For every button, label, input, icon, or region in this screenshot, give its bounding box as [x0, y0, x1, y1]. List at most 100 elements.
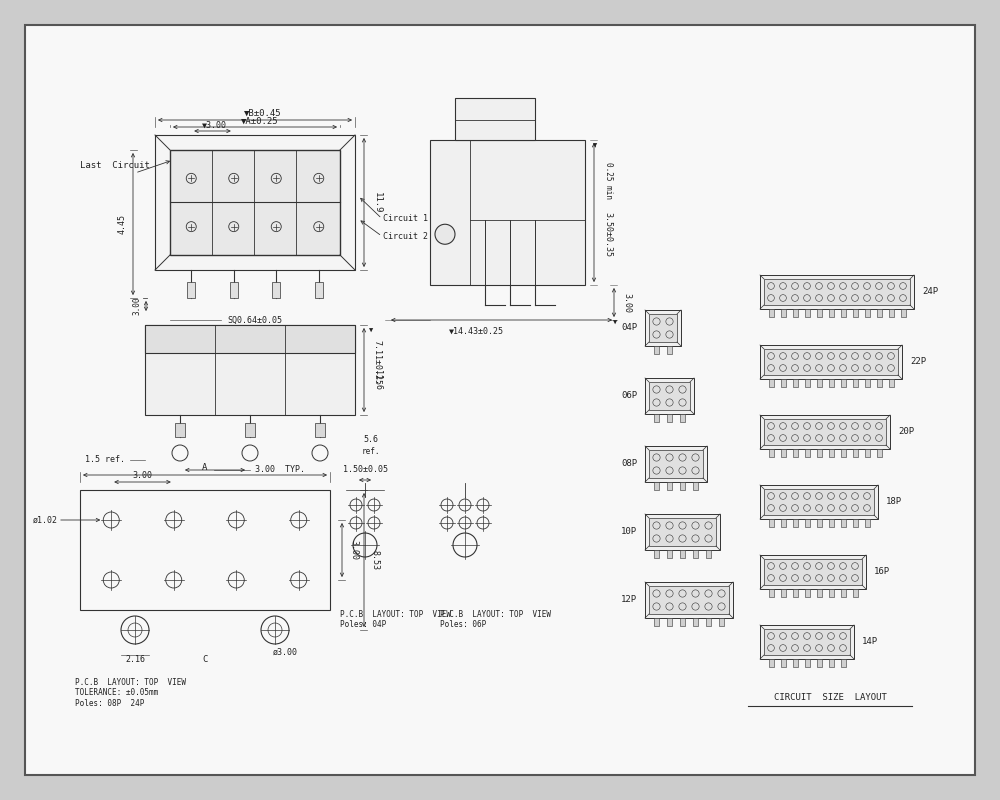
Bar: [864, 449, 870, 457]
Bar: [804, 449, 810, 457]
Bar: [667, 618, 672, 626]
Bar: [780, 309, 786, 317]
Bar: [768, 309, 774, 317]
Bar: [876, 379, 882, 387]
Bar: [645, 514, 720, 550]
Bar: [804, 309, 810, 317]
Bar: [864, 309, 870, 317]
Bar: [155, 135, 355, 270]
Text: 1.50±0.05: 1.50±0.05: [342, 466, 388, 474]
Text: 04P: 04P: [621, 323, 637, 333]
Bar: [645, 378, 694, 414]
Text: 18P: 18P: [886, 498, 902, 506]
Bar: [145, 325, 355, 415]
Bar: [654, 618, 659, 626]
Text: 5.6: 5.6: [364, 435, 378, 445]
Text: 3.00: 3.00: [132, 470, 152, 479]
Bar: [804, 659, 810, 667]
Bar: [768, 519, 774, 527]
Bar: [80, 490, 330, 610]
Bar: [170, 150, 340, 255]
Text: Circuit 2: Circuit 2: [383, 232, 428, 241]
Bar: [840, 589, 846, 597]
Bar: [840, 379, 846, 387]
Bar: [654, 482, 659, 490]
Bar: [768, 379, 774, 387]
Bar: [768, 449, 774, 457]
Bar: [852, 589, 858, 597]
Text: 24P: 24P: [922, 287, 938, 297]
Bar: [828, 659, 834, 667]
Bar: [654, 346, 659, 354]
Text: 8.53: 8.53: [370, 550, 380, 570]
Text: ref.: ref.: [362, 446, 380, 455]
Text: CIRCUIT  SIZE  LAYOUT: CIRCUIT SIZE LAYOUT: [774, 694, 886, 702]
Bar: [719, 618, 724, 626]
Text: P.C.B  LAYOUT: TOP  VIEW
Poles: 04P: P.C.B LAYOUT: TOP VIEW Poles: 04P: [340, 610, 451, 630]
Bar: [680, 414, 685, 422]
Bar: [816, 659, 822, 667]
Bar: [693, 482, 698, 490]
Bar: [852, 519, 858, 527]
Text: 10P: 10P: [621, 527, 637, 537]
Bar: [175, 423, 185, 437]
Bar: [764, 279, 910, 305]
Bar: [649, 314, 677, 342]
Bar: [828, 519, 834, 527]
Bar: [680, 550, 685, 558]
Text: 16P: 16P: [874, 567, 890, 577]
Bar: [780, 659, 786, 667]
Bar: [272, 282, 280, 298]
Bar: [645, 446, 707, 482]
Bar: [876, 449, 882, 457]
Bar: [455, 98, 535, 140]
Bar: [792, 589, 798, 597]
Bar: [889, 309, 894, 317]
Bar: [649, 518, 716, 546]
Bar: [706, 550, 711, 558]
Bar: [816, 309, 822, 317]
Text: P.C.B  LAYOUT: TOP  VIEW
TOLERANCE: ±0.05mm
Poles: 08P  24P: P.C.B LAYOUT: TOP VIEW TOLERANCE: ±0.05m…: [75, 678, 186, 708]
Bar: [792, 379, 798, 387]
Bar: [693, 618, 698, 626]
Text: 08P: 08P: [621, 459, 637, 469]
Text: 3.00: 3.00: [132, 297, 142, 315]
Text: A: A: [202, 463, 208, 473]
Text: 2.16: 2.16: [125, 655, 145, 665]
Text: 3.00  TYP.: 3.00 TYP.: [255, 466, 305, 474]
Text: 12P: 12P: [621, 595, 637, 605]
Bar: [315, 423, 325, 437]
Text: P.C.B  LAYOUT: TOP  VIEW
Poles: 06P: P.C.B LAYOUT: TOP VIEW Poles: 06P: [440, 610, 551, 630]
Bar: [667, 482, 672, 490]
Text: 0.25 min: 0.25 min: [604, 162, 612, 199]
Bar: [780, 589, 786, 597]
Bar: [852, 449, 858, 457]
Bar: [245, 423, 255, 437]
Bar: [792, 659, 798, 667]
Text: ▼: ▼: [369, 328, 373, 334]
Bar: [792, 309, 798, 317]
Bar: [706, 618, 711, 626]
Text: ▼14.43±0.25: ▼14.43±0.25: [449, 326, 504, 335]
Bar: [840, 449, 846, 457]
Bar: [864, 519, 870, 527]
Bar: [828, 379, 834, 387]
Bar: [840, 659, 846, 667]
Text: ø1.02: ø1.02: [33, 515, 58, 525]
Bar: [889, 379, 894, 387]
Text: ▼: ▼: [593, 143, 597, 149]
Bar: [864, 379, 870, 387]
Bar: [187, 282, 195, 298]
Text: 20P: 20P: [898, 427, 914, 437]
Bar: [780, 379, 786, 387]
Text: SQ0.64±0.05: SQ0.64±0.05: [228, 315, 283, 325]
Bar: [816, 589, 822, 597]
Bar: [667, 550, 672, 558]
Text: 1.5 ref.: 1.5 ref.: [85, 455, 125, 465]
Text: Circuit 1: Circuit 1: [383, 214, 428, 223]
Bar: [654, 550, 659, 558]
Bar: [760, 555, 866, 589]
Bar: [876, 309, 882, 317]
Bar: [760, 625, 854, 659]
Bar: [760, 275, 914, 309]
